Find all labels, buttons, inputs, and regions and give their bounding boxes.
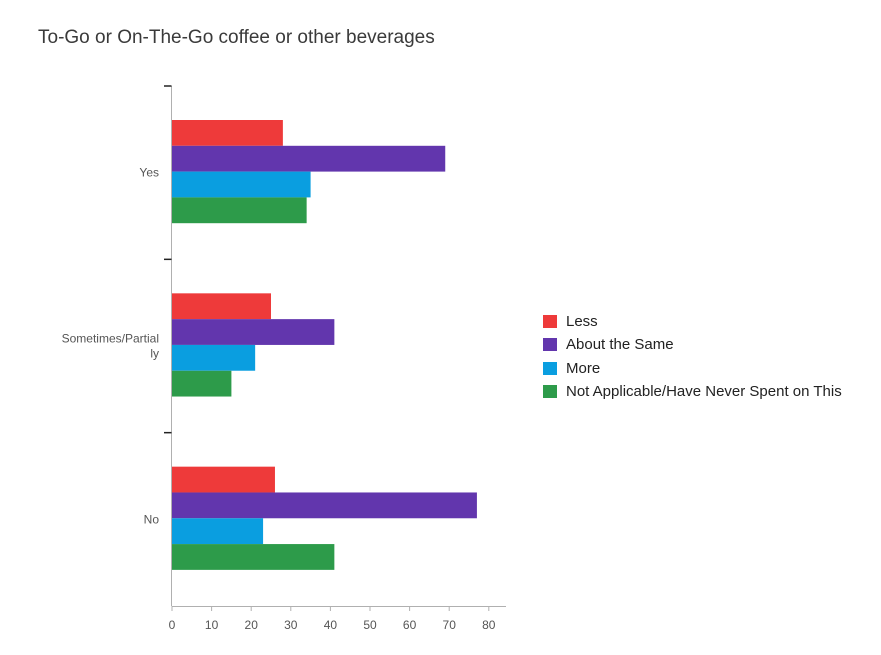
- legend-swatch: [543, 385, 557, 399]
- bar: [172, 145, 446, 172]
- legend-label: Less: [566, 313, 598, 331]
- legend-swatch: [543, 361, 557, 375]
- legend-label: More: [566, 359, 601, 377]
- bar: [172, 344, 256, 371]
- bar: [172, 197, 307, 224]
- x-tick-label: 10: [205, 618, 219, 632]
- legend-item: About the Same: [543, 333, 842, 356]
- bar: [172, 466, 275, 493]
- y-category-label: ly: [150, 347, 159, 361]
- bar: [172, 492, 477, 519]
- bar: [172, 293, 271, 320]
- legend: Less About the Same More Not Applicable/Hav…: [543, 310, 842, 403]
- x-tick-label: 0: [169, 618, 176, 632]
- y-category-label: Sometimes/Partial: [62, 332, 159, 346]
- legend-item: Not Applicable/Have Never Spent on This: [543, 380, 842, 403]
- legend-item: Less: [543, 310, 842, 333]
- x-tick-label: 80: [482, 618, 496, 632]
- legend-swatch: [543, 338, 557, 352]
- bar: [172, 544, 335, 570]
- y-category-label: Yes: [139, 166, 159, 180]
- chart-title: To-Go or On-The-Go coffee or other bever…: [38, 27, 435, 48]
- x-tick-label: 70: [443, 618, 457, 632]
- y-category-label: No: [144, 512, 160, 526]
- bar: [172, 120, 283, 146]
- x-tick-label: 30: [284, 618, 298, 632]
- legend-label: About the Same: [566, 336, 674, 354]
- bars-group: [172, 120, 477, 570]
- bar: [172, 319, 335, 345]
- x-tick-label: 20: [245, 618, 259, 632]
- x-tick-label: 50: [363, 618, 377, 632]
- legend-item: More: [543, 357, 842, 380]
- x-tick-label: 40: [324, 618, 338, 632]
- legend-swatch: [543, 315, 557, 329]
- bar: [172, 171, 311, 198]
- legend-label: Not Applicable/Have Never Spent on This: [566, 383, 842, 401]
- x-tick-label: 60: [403, 618, 417, 632]
- bar: [172, 370, 232, 397]
- bar: [172, 518, 264, 545]
